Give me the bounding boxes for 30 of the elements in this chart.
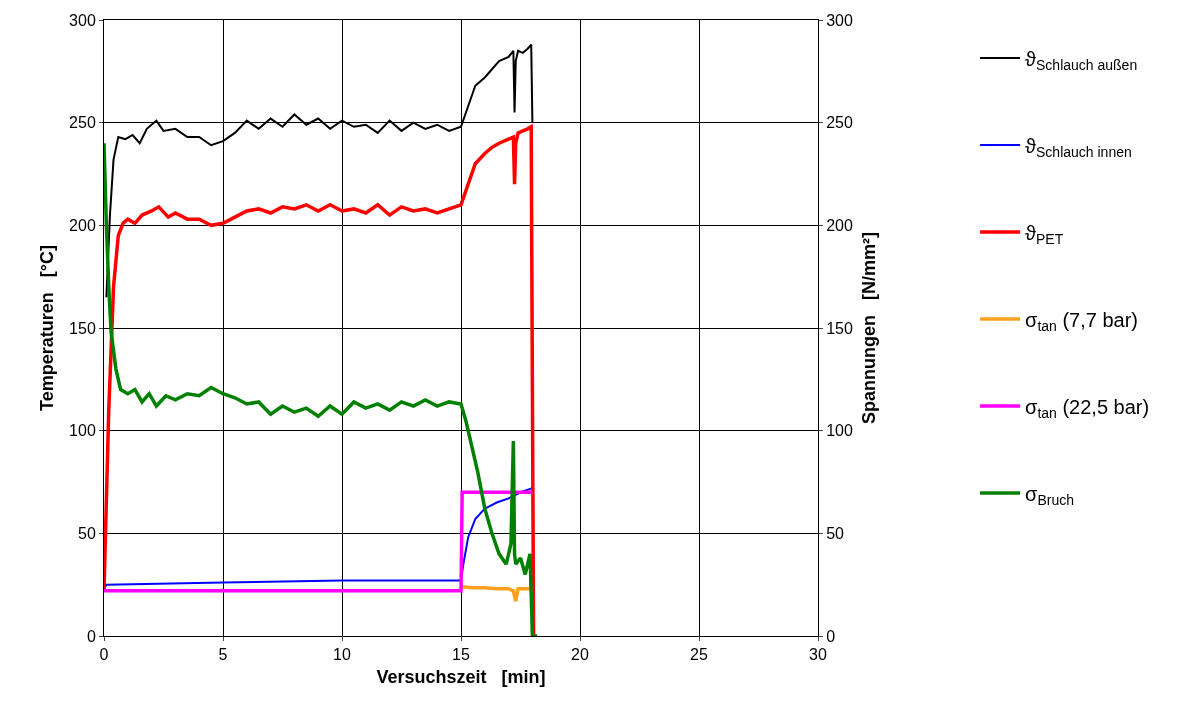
y2-tick-label: 100 [826, 422, 853, 440]
legend-label: ϑ$_{Schlauch außen}$ [1025, 47, 1138, 73]
x-tick-label: 5 [218, 646, 228, 664]
legend-label: σ$_{tan}$ (7,7 bar) [1025, 308, 1139, 334]
y2-tick-label: 200 [826, 216, 853, 234]
x-tick-label: 15 [452, 646, 470, 664]
y2-tick-label: 50 [826, 524, 845, 542]
y-tick-label: 50 [78, 524, 96, 542]
x-tick-label: 25 [690, 646, 708, 664]
y2-tick-label: 300 [826, 11, 853, 29]
x-tick-label: 20 [571, 646, 589, 664]
legend-label: σ$_{tan}$ (22,5 bar) [1025, 395, 1150, 421]
legend-label: ϑ$_{Schlauch innen}$ [1025, 134, 1132, 160]
y-tick-label: 100 [69, 422, 96, 440]
y2-tick-label: 150 [826, 319, 853, 337]
y-tick-label: 200 [69, 216, 96, 234]
y2-axis-title: Spannungen [N/mm²] [859, 232, 880, 424]
y-tick-label: 300 [69, 11, 96, 29]
y-tick-label: 0 [86, 627, 96, 645]
x-axis-title: Versuchszeit [min] [376, 667, 546, 688]
x-tick-label: 10 [333, 646, 351, 664]
y2-tick-label: 0 [826, 627, 836, 645]
y-axis-title: Temperaturen [°C] [37, 245, 58, 411]
y-tick-label: 250 [69, 114, 96, 132]
x-tick-label: 30 [809, 646, 827, 664]
y2-tick-label: 250 [826, 114, 853, 132]
y-tick-label: 150 [69, 319, 96, 337]
x-tick-label: 0 [99, 646, 109, 664]
legend-label: ϑ$_{PET}$ [1025, 221, 1064, 247]
legend-label: σ$_{Bruch}$ [1025, 482, 1074, 508]
